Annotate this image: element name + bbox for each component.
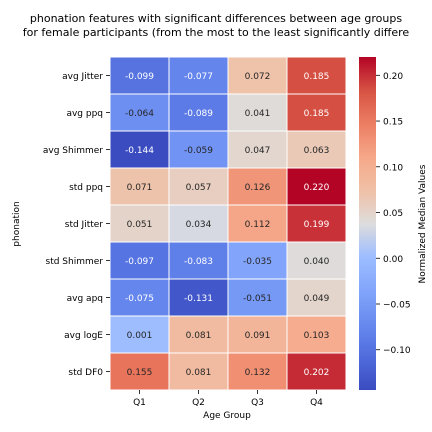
cell-value-label: 0.220: [304, 183, 330, 193]
cell-value-label: 0.072: [245, 72, 271, 82]
cell-value-label: 0.081: [186, 331, 212, 341]
cell-value-label: 0.034: [186, 220, 212, 230]
cell-value-label: -0.035: [243, 257, 272, 267]
y-tick-label: std Jitter: [65, 220, 104, 230]
colorbar-tick-label: 0.10: [383, 163, 403, 173]
y-tick-label: avg Jitter: [62, 72, 103, 82]
heatmap-cell: [168, 204, 229, 243]
colorbar-tick-label: −0.05: [383, 301, 411, 311]
cell-value-label: -0.144: [125, 146, 154, 156]
heatmap-cell: [286, 130, 347, 169]
cell-value-label: -0.131: [184, 294, 213, 304]
colorbar-tick-label: 0.00: [383, 255, 403, 265]
colorbar: −0.10 −0.05 0.00 0.05 0.10 0.15 0.20: [359, 57, 411, 390]
x-axis-label: Age Group: [203, 411, 251, 421]
colorbar-gradient: [359, 57, 376, 390]
cell-value-label: 0.047: [245, 146, 271, 156]
colorbar-tick-label: 0.15: [383, 118, 403, 128]
cell-value-label: -0.075: [125, 294, 154, 304]
x-tick-label: Q1: [133, 398, 146, 408]
y-tick-label: avg apq: [67, 294, 103, 304]
heatmap-cell: [286, 56, 347, 95]
cell-value-label: -0.064: [125, 109, 154, 119]
y-tick-label: std ppq: [69, 183, 103, 193]
heatmap-cell: [286, 204, 347, 243]
chart-title-line-2: for female participants (from the most t…: [22, 26, 410, 39]
cell-value-label: 0.199: [304, 220, 330, 230]
cell-value-label: -0.097: [125, 257, 154, 267]
cell-value-label: 0.049: [304, 294, 330, 304]
colorbar-tick-label: 0.05: [383, 209, 403, 219]
cell-value-label: 0.063: [304, 146, 330, 156]
heatmap-cell: [168, 352, 229, 391]
heatmap-cell: [168, 241, 229, 280]
cell-value-label: 0.185: [304, 109, 330, 119]
cell-value-label: -0.077: [184, 72, 213, 82]
y-axis: avg Jitter avg ppq avg Shimmer std ppq std J…: [43, 72, 110, 378]
cell-value-label: 0.051: [127, 220, 153, 230]
cell-value-label: 0.071: [127, 183, 153, 193]
heatmap-cell: [109, 167, 170, 206]
cell-value-label: 0.001: [127, 331, 153, 341]
cell-value-label: 0.041: [245, 109, 271, 119]
cell-value-label: 0.202: [304, 368, 330, 378]
x-axis: Q1 Q2 Q3 Q4: [133, 390, 323, 408]
cell-value-label: 0.155: [127, 368, 153, 378]
heatmap-cell: [227, 56, 288, 95]
heatmap-cell: [109, 315, 170, 354]
cell-value-label: 0.103: [304, 331, 330, 341]
cell-value-label: 0.057: [186, 183, 212, 193]
colorbar-tick-label: −0.10: [383, 346, 411, 356]
heatmap-cells: [109, 56, 347, 391]
heatmap-cell: [286, 278, 347, 317]
y-tick-label: avg logE: [64, 331, 103, 341]
x-tick-label: Q3: [251, 398, 264, 408]
y-tick-label: std DF0: [68, 368, 103, 378]
cell-value-label: -0.059: [184, 146, 213, 156]
y-tick-label: avg ppq: [66, 109, 103, 119]
cell-value-label: -0.089: [184, 109, 213, 119]
heatmap-cell: [286, 352, 347, 391]
cell-value-label: -0.099: [125, 72, 154, 82]
cell-value-label: 0.185: [304, 72, 330, 82]
heatmap-cell: [168, 278, 229, 317]
colorbar-label: Normalized Median Values: [418, 164, 428, 283]
heatmap-cell: [227, 130, 288, 169]
heatmap-cell: [109, 56, 170, 95]
cell-value-label: 0.091: [245, 331, 271, 341]
cell-value-label: 0.126: [245, 183, 271, 193]
y-axis-label: phonation: [12, 201, 22, 246]
y-tick-label: std Shimmer: [46, 257, 104, 267]
heatmap-cell: [286, 241, 347, 280]
heatmap-cell: [168, 93, 229, 132]
heatmap-cell: [227, 204, 288, 243]
cell-value-label: -0.083: [184, 257, 213, 267]
colorbar-tick-label: 0.20: [383, 72, 403, 82]
x-tick-label: Q4: [310, 398, 323, 408]
heatmap-cell: [227, 352, 288, 391]
cell-value-label: 0.081: [186, 368, 212, 378]
cell-value-label: 0.112: [245, 220, 271, 230]
cell-value-label: 0.040: [304, 257, 330, 267]
heatmap-cell-labels: -0.099 -0.077 0.072 0.185 -0.064 -0.089 0.041 0…: [125, 72, 330, 378]
x-tick-label: Q2: [192, 398, 205, 408]
cell-value-label: -0.051: [243, 294, 272, 304]
cell-value-label: 0.132: [245, 368, 271, 378]
chart-title-line-1: phonation features with significant diff…: [29, 12, 403, 25]
y-tick-label: avg Shimmer: [43, 146, 103, 156]
